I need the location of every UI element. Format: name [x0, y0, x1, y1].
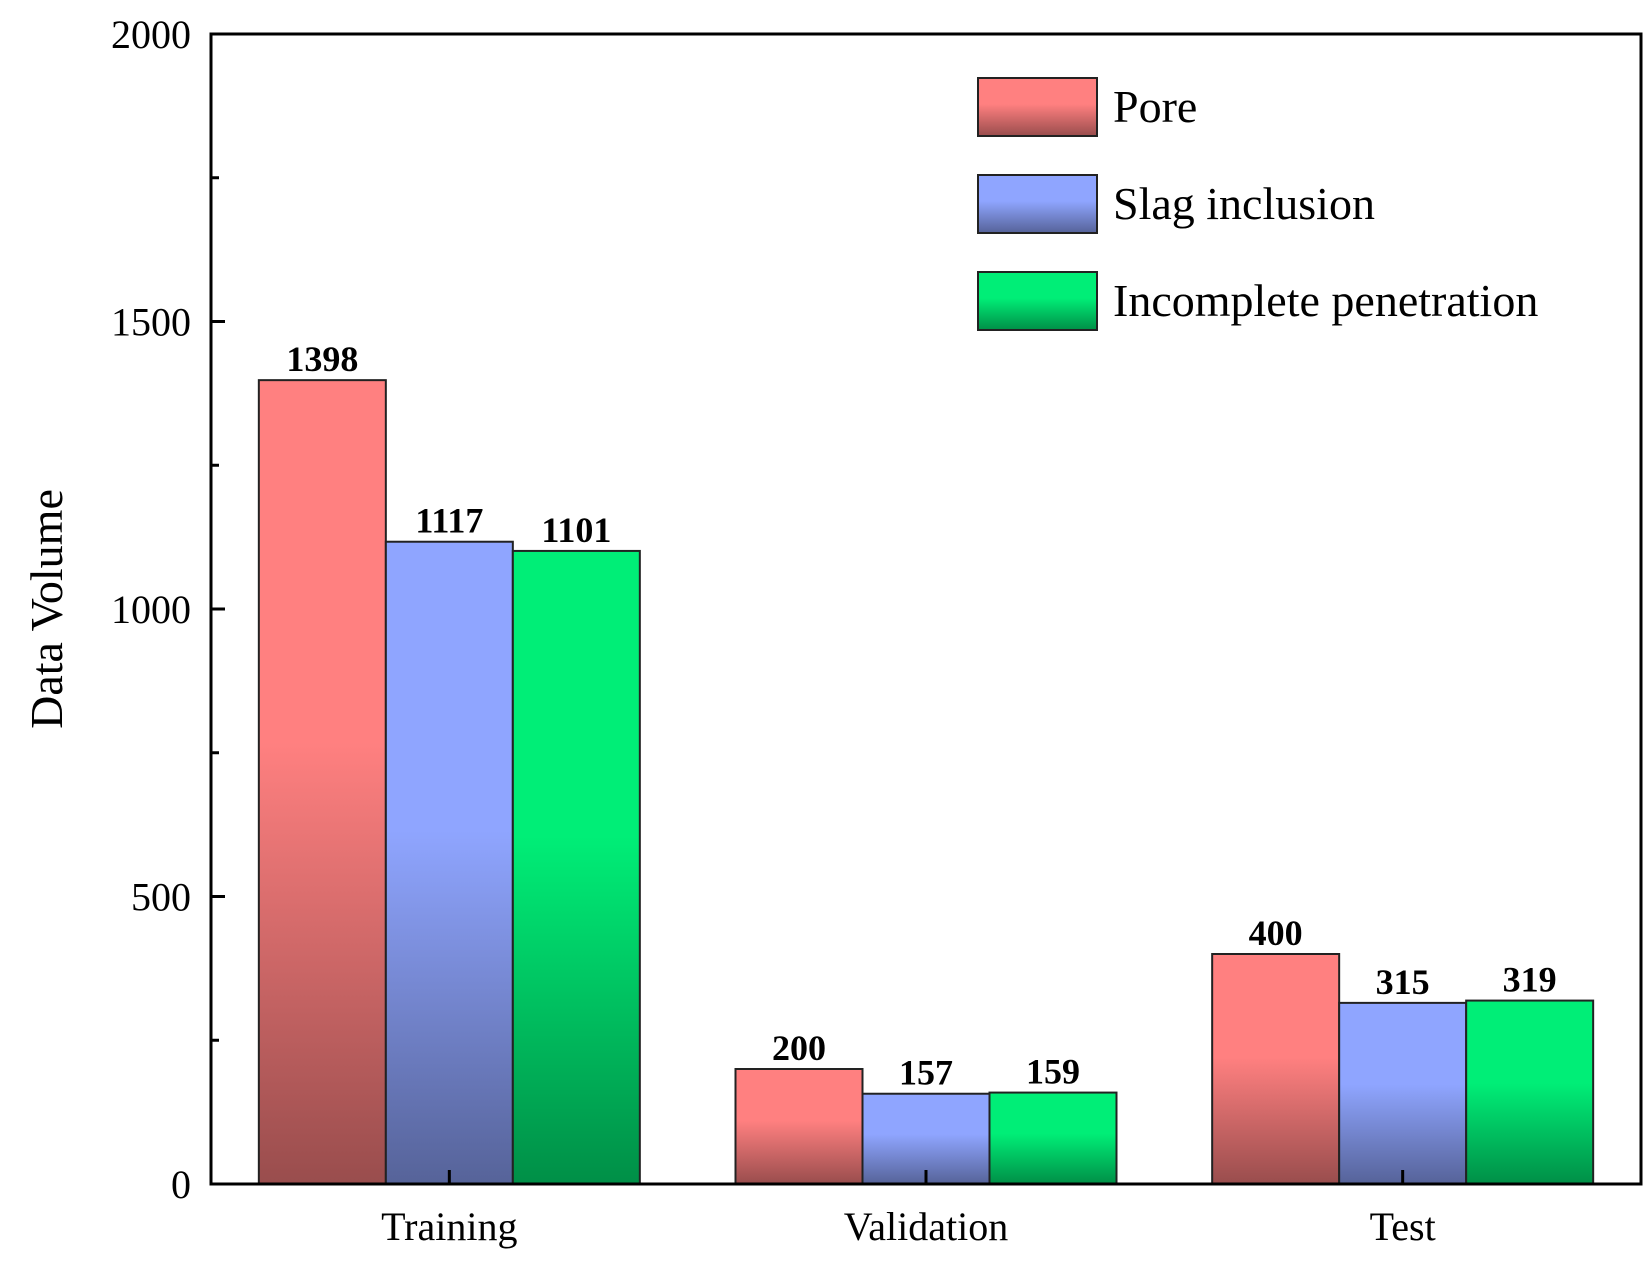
bar-pore-test: [1211, 953, 1341, 1185]
data-label: 159: [1026, 1052, 1080, 1092]
data-label: 157: [899, 1053, 953, 1093]
legend-label: Incomplete penetration: [1113, 275, 1538, 326]
data-label: 1101: [541, 510, 611, 550]
data-labels-layer: 1398 1117 1101 200 157 159 400 315 319: [286, 339, 1556, 1093]
bar-incomplete-penetration-test: [1465, 999, 1595, 1186]
legend-swatch: [977, 174, 1098, 234]
axes-layer: 0 500 1000 1500 2000 Training Validation Test: [111, 12, 1436, 1249]
data-label: 1398: [286, 339, 358, 379]
bar-pore-validation: [734, 1068, 864, 1185]
bar-incomplete-penetration-validation: [988, 1091, 1118, 1185]
y-axis-title: Data Volume: [21, 489, 72, 729]
data-label: 400: [1249, 913, 1303, 953]
bar-incomplete-penetration-training: [511, 549, 641, 1185]
x-category-label: Training: [381, 1204, 517, 1249]
legend-swatch: [977, 77, 1098, 137]
legend-label: Slag inclusion: [1113, 178, 1375, 229]
y-tick-label: 2000: [111, 12, 191, 57]
y-tick-label: 1000: [111, 587, 191, 632]
legend-label: Pore: [1113, 81, 1197, 132]
x-category-label: Test: [1370, 1204, 1436, 1249]
legend-swatch: [977, 271, 1098, 331]
data-label: 315: [1376, 962, 1430, 1002]
data-label: 200: [772, 1028, 826, 1068]
data-label: 1117: [415, 501, 483, 541]
bar-slag-inclusion-test: [1338, 1001, 1468, 1185]
y-tick-label: 500: [131, 875, 191, 920]
x-category-label: Validation: [844, 1204, 1008, 1249]
y-tick-label: 0: [171, 1162, 191, 1207]
legend: Pore Slag inclusion Incomplete penetration: [977, 77, 1538, 331]
bar-slag-inclusion-training: [384, 540, 514, 1185]
bar-pore-training: [257, 379, 387, 1185]
data-label: 319: [1503, 960, 1557, 1000]
bars-layer: [257, 379, 1595, 1186]
y-tick-label: 1500: [111, 300, 191, 345]
